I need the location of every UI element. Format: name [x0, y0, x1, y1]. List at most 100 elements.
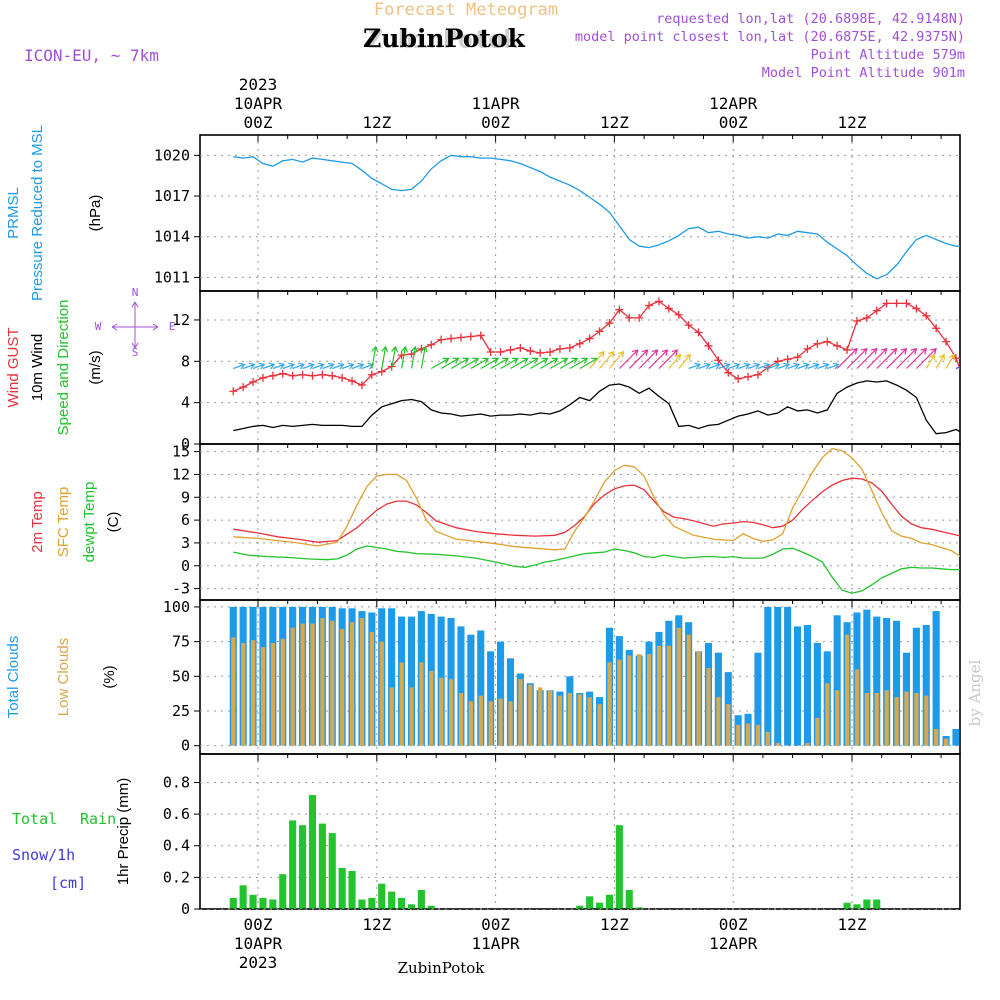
gust-marker [437, 335, 446, 344]
bar [894, 697, 899, 746]
direction-arrow [559, 357, 579, 370]
panel-label: (hPa) [87, 195, 104, 232]
direction-arrow [896, 347, 918, 369]
bar [765, 731, 770, 746]
bar [478, 695, 483, 746]
direction-arrow [322, 362, 335, 370]
bar [270, 643, 275, 746]
bar [864, 693, 869, 746]
panel-label: 2m Temp [29, 491, 46, 552]
y-tick-label: 12 [172, 465, 190, 483]
gust-marker [447, 334, 456, 343]
bar [835, 690, 840, 746]
bar [625, 890, 633, 909]
bar [330, 620, 335, 746]
gust-marker [258, 373, 267, 382]
gust-marker [645, 301, 654, 310]
direction-arrow [510, 357, 529, 370]
footer-location: ZubinPotok [398, 959, 486, 977]
y-tick-label: 75 [172, 633, 190, 651]
bar [259, 897, 267, 909]
bar [577, 694, 582, 746]
bar [924, 695, 929, 746]
requested-coords: requested lon,lat (20.6898E, 42.9148N) [656, 11, 965, 27]
direction-arrow [807, 362, 820, 370]
gust-marker [486, 347, 495, 356]
bar [409, 687, 414, 746]
bar [457, 626, 465, 746]
y-tick-label: 0 [181, 900, 190, 918]
header: Forecast Meteogram ZubinPotok ZubinPotok… [24, 0, 984, 977]
bar [407, 616, 415, 746]
gust-marker [922, 311, 931, 320]
direction-arrow [529, 357, 549, 370]
direction-arrow [440, 357, 460, 370]
bar [605, 894, 613, 909]
panel-label: SFC Temp [55, 487, 72, 558]
panel-label: Wind GUST [5, 327, 22, 407]
direction-arrow [648, 349, 669, 369]
direction-arrow [302, 362, 315, 370]
gust-marker [862, 313, 871, 322]
gust-marker [377, 367, 386, 376]
gust-marker [724, 368, 733, 377]
direction-arrow [569, 357, 589, 370]
gust-marker [516, 343, 525, 352]
gust-marker [872, 306, 881, 315]
gust-marker [982, 397, 990, 405]
bottom-time-label: 12Z [362, 915, 391, 934]
bar [863, 609, 871, 746]
bar [417, 890, 425, 909]
y-tick-label: 0 [181, 435, 190, 453]
compass-n: N [132, 286, 139, 299]
panel-label: Low Clouds [55, 638, 72, 716]
compass-e: E [169, 320, 176, 333]
compass-rose: N S W E [95, 286, 176, 359]
bar [229, 897, 237, 909]
gust-marker [674, 310, 683, 319]
bar [528, 684, 533, 746]
direction-arrow [242, 362, 256, 370]
gust-marker [427, 340, 436, 349]
direction-arrow [866, 347, 888, 369]
bar [863, 899, 871, 909]
direction-arrow [747, 362, 761, 370]
bar [399, 662, 404, 746]
bar [567, 693, 572, 746]
bar [576, 905, 584, 909]
bar [388, 608, 396, 746]
gust-marker [348, 376, 357, 385]
panel-label: PRMSL [5, 187, 22, 239]
bar [706, 668, 711, 746]
bar [477, 630, 485, 746]
bar [805, 742, 810, 746]
bar [883, 618, 891, 746]
direction-arrow [688, 362, 701, 370]
bar [686, 634, 691, 746]
direction-arrow [856, 347, 878, 369]
bar [320, 618, 325, 746]
panel-label: Rain [80, 810, 116, 828]
bar [280, 638, 285, 746]
direction-arrow [351, 362, 365, 370]
plot-area [229, 297, 990, 435]
y-tick-label: 1017 [154, 187, 190, 205]
y-tick-label: 0.4 [163, 837, 190, 855]
series-line [233, 447, 960, 557]
bar [231, 637, 236, 746]
bar [615, 825, 623, 909]
y-tick-label: 1014 [154, 228, 190, 246]
panel-label: Total [12, 810, 57, 828]
bar [548, 690, 553, 746]
bar [439, 677, 444, 746]
bar [241, 643, 246, 746]
bar [873, 616, 881, 746]
bar [932, 611, 940, 746]
panel-wind: 0 4 8 12 Wind GUST 10m Wind Speed and Directio… [5, 286, 990, 453]
bottom-time-label: 00Z [244, 915, 273, 934]
direction-arrow [312, 362, 325, 370]
bar [340, 629, 345, 746]
y-tick-label: 8 [181, 352, 190, 370]
